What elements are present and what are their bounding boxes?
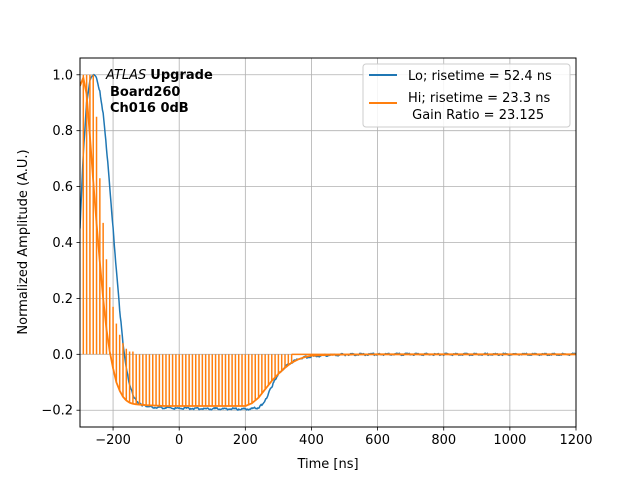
- x-tick-label: 200: [233, 433, 258, 448]
- y-tick-label: −0.2: [41, 404, 73, 419]
- x-tick-label: 1200: [559, 433, 592, 448]
- series-layer: [80, 73, 576, 411]
- legend-label-hi-line-1: Hi; risetime = 23.3 ns: [408, 91, 550, 106]
- x-tick-label: 1000: [493, 433, 526, 448]
- x-tick-label: −200: [95, 433, 131, 448]
- annotation-atlas: ATLAS: [105, 68, 146, 83]
- annotation: ATLAS Upgrade Board260 Ch016 0dB: [105, 68, 213, 116]
- x-tick-label: 800: [431, 433, 456, 448]
- y-tick-label: 0.2: [52, 292, 73, 307]
- y-tick-label: 0.0: [52, 348, 73, 363]
- x-tick-label: 0: [175, 433, 183, 448]
- annotation-board: Board260: [110, 85, 180, 100]
- x-tick-label: 400: [299, 433, 324, 448]
- y-axis-ticks: −0.2 0.0 0.2 0.4 0.6 0.8 1.0: [41, 68, 80, 419]
- y-tick-label: 0.6: [52, 180, 73, 195]
- legend: Lo; risetime = 52.4 ns Hi; risetime = 23…: [362, 63, 571, 128]
- annotation-channel: Ch016 0dB: [110, 101, 189, 116]
- annotation-upgrade: Upgrade: [150, 68, 213, 83]
- legend-label-hi-line-2: Gain Ratio = 23.125: [408, 108, 544, 123]
- x-tick-label: 600: [365, 433, 390, 448]
- legend-box: [362, 63, 571, 128]
- y-tick-label: 0.8: [52, 124, 73, 139]
- legend-label-lo: Lo; risetime = 52.4 ns: [408, 69, 552, 84]
- legend-label-hi: Hi; risetime = 23.3 ns Gain Ratio = 23.1…: [408, 91, 550, 123]
- x-axis-label: Time [ns]: [296, 457, 358, 472]
- x-axis-ticks: −200 0 200 400 600 800 1000 1200: [95, 427, 593, 448]
- annotation-line-1: ATLAS Upgrade: [105, 68, 213, 83]
- y-tick-label: 0.4: [52, 236, 73, 251]
- y-axis-label: Normalized Amplitude (A.U.): [16, 149, 31, 334]
- y-tick-label: 1.0: [52, 68, 73, 83]
